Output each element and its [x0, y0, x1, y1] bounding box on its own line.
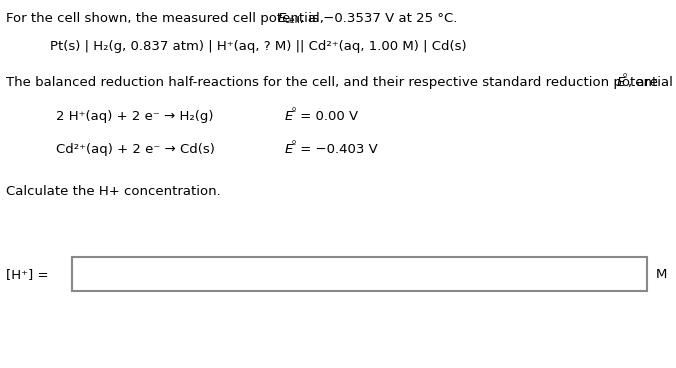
- Text: E: E: [278, 12, 287, 25]
- Text: E: E: [285, 143, 293, 156]
- Text: 2 H⁺(aq) + 2 e⁻ → H₂(g): 2 H⁺(aq) + 2 e⁻ → H₂(g): [56, 110, 214, 123]
- Text: = −0.403 V: = −0.403 V: [296, 143, 378, 156]
- Text: , is −0.3537 V at 25 °C.: , is −0.3537 V at 25 °C.: [299, 12, 457, 25]
- Text: Cd²⁺(aq) + 2 e⁻ → Cd(s): Cd²⁺(aq) + 2 e⁻ → Cd(s): [56, 143, 215, 156]
- Text: cell: cell: [285, 16, 300, 25]
- Text: [H⁺] =: [H⁺] =: [6, 268, 49, 281]
- Text: , are: , are: [628, 76, 658, 89]
- Text: Calculate the H+ concentration.: Calculate the H+ concentration.: [6, 185, 221, 198]
- Text: The balanced reduction half-reactions for the cell, and their respective standar: The balanced reduction half-reactions fo…: [6, 76, 676, 89]
- Text: E: E: [285, 110, 293, 123]
- Text: = 0.00 V: = 0.00 V: [296, 110, 358, 123]
- Text: º: º: [623, 73, 627, 82]
- Text: º: º: [291, 107, 295, 116]
- Text: M: M: [656, 268, 667, 281]
- Text: Pt(s) | H₂(g, 0.837 atm) | H⁺(aq, ? M) || Cd²⁺(aq, 1.00 M) | Cd(s): Pt(s) | H₂(g, 0.837 atm) | H⁺(aq, ? M) |…: [50, 40, 466, 53]
- Bar: [72, 257, 647, 291]
- Text: For the cell shown, the measured cell potential,: For the cell shown, the measured cell po…: [6, 12, 328, 25]
- Text: º: º: [291, 140, 295, 149]
- Text: E: E: [617, 76, 625, 89]
